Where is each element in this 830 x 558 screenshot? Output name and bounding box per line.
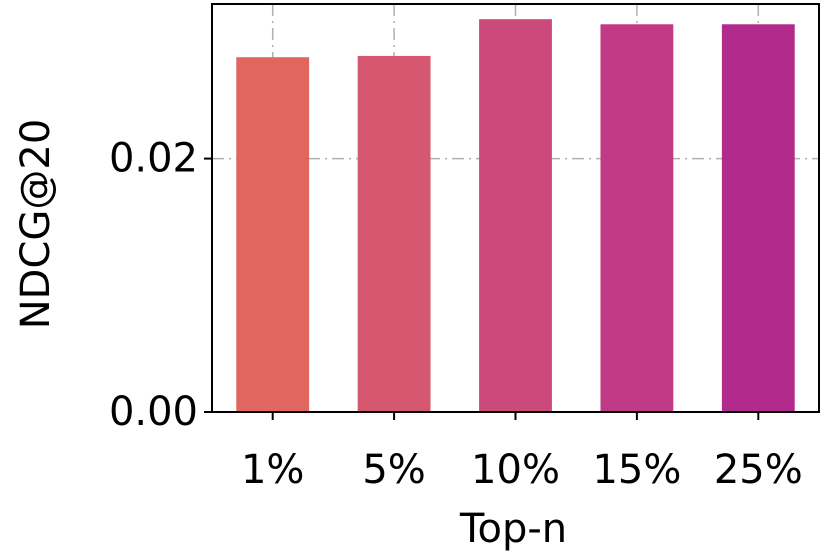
bar-10pct bbox=[479, 19, 552, 413]
y-axis-label: NDCG@20 bbox=[13, 119, 59, 330]
bar-25pct bbox=[721, 24, 795, 413]
x-axis-label: Top-n bbox=[459, 506, 567, 552]
x-tick-label: 10% bbox=[471, 447, 560, 493]
y-tick-label: 0.00 bbox=[109, 389, 198, 435]
bar-15pct bbox=[600, 24, 674, 413]
x-tick-label: 1% bbox=[241, 447, 304, 493]
y-tick-label: 0.02 bbox=[109, 136, 198, 182]
x-tick-label: 15% bbox=[592, 447, 681, 493]
x-tick-label: 25% bbox=[714, 447, 803, 493]
bars bbox=[236, 19, 795, 413]
bar-5pct bbox=[357, 55, 431, 412]
axis-ticks: 0.00 0.02 1% 5% 10% 15% 25% bbox=[109, 136, 803, 493]
bar-1pct bbox=[236, 57, 310, 412]
x-tick-label: 5% bbox=[362, 447, 425, 493]
